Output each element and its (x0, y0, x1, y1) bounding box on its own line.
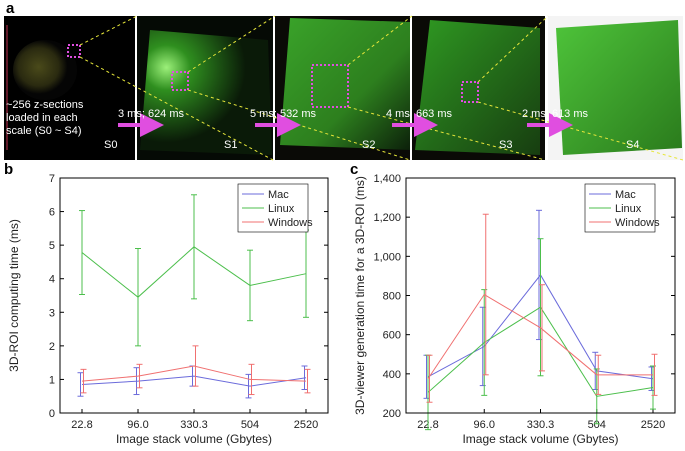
transition-label: 4 ms; 663 ms (386, 108, 453, 120)
volume (140, 30, 272, 155)
x-tick-label: 2520 (294, 419, 318, 431)
x-axis-label: Image stack volume (Gbytes) (462, 432, 618, 446)
panel-label: c (350, 161, 358, 178)
series-line (427, 293, 653, 380)
series-line (81, 375, 307, 387)
error-bar (77, 372, 84, 397)
image-strip (4, 15, 684, 161)
y-tick-label: 5 (49, 240, 55, 252)
panel-label: a (6, 0, 15, 17)
error-bar (651, 353, 658, 396)
y-tick-label: 3 (49, 307, 55, 319)
y-tick-label: 200 (383, 408, 401, 420)
error-bar (539, 284, 545, 372)
y-tick-label: 1,400 (373, 173, 401, 185)
panel-label: b (4, 161, 13, 178)
transition-label: 2 ms; 613 ms (522, 108, 589, 120)
error-bar (80, 368, 87, 394)
error-bar (79, 210, 85, 295)
y-tick-label: 400 (383, 369, 401, 381)
legend-label: Linux (268, 203, 295, 215)
scale-label: S4 (626, 139, 639, 151)
error-bar (304, 368, 311, 394)
zoom-box (171, 71, 189, 91)
error-bar (595, 354, 602, 395)
error-bar (426, 354, 433, 403)
legend-label: Linux (615, 203, 642, 215)
plot-frame (59, 177, 329, 414)
y-tick-label: 1 (49, 374, 55, 386)
x-tick-label: 96.0 (127, 419, 148, 431)
error-bar (301, 365, 308, 390)
y-tick-label: 600 (383, 330, 401, 342)
x-tick-label: 504 (241, 419, 259, 431)
y-tick-label: 6 (49, 207, 55, 219)
note: scale (S0 ~ S4) (6, 125, 82, 137)
note: ~256 z-sections (6, 99, 84, 111)
legend-label: Windows (268, 217, 313, 229)
scale-label: S2 (362, 139, 375, 151)
y-tick-label: 0 (49, 408, 55, 420)
error-bar (482, 213, 489, 376)
series-line (81, 365, 307, 382)
brain-slice (13, 40, 77, 100)
error-bar (192, 345, 199, 387)
legend-label: Windows (615, 217, 660, 229)
x-tick-label: 22.8 (71, 419, 92, 431)
error-bar (136, 363, 143, 389)
error-bar (537, 238, 544, 377)
scale-label: S3 (499, 139, 512, 151)
error-bar (536, 209, 542, 341)
x-tick-label: 504 (588, 419, 606, 431)
error-bar (481, 289, 488, 396)
transition-label: 5 ms; 532 ms (250, 108, 317, 120)
error-bar (248, 363, 255, 396)
error-bar (191, 194, 197, 300)
y-axis-label: 3D-viewer generation time for a 3D-ROI (… (353, 176, 367, 415)
error-bar (245, 373, 252, 399)
error-bar (133, 367, 140, 396)
y-tick-label: 2 (49, 341, 55, 353)
legend-label: Mac (615, 189, 636, 201)
scale-label: S1 (224, 139, 237, 151)
x-tick-label: 2520 (641, 419, 665, 431)
error-bar (135, 248, 141, 347)
volume (280, 18, 410, 150)
zoom-box (67, 44, 81, 58)
x-tick-label: 330.3 (527, 419, 555, 431)
y-tick-label: 1,000 (373, 251, 401, 263)
zoom-box (311, 64, 349, 108)
note: loaded in each (6, 112, 78, 124)
x-tick-label: 96.0 (474, 419, 495, 431)
volume (556, 20, 682, 155)
legend-label: Mac (268, 189, 289, 201)
plot-frame (405, 177, 676, 414)
x-axis-label: Image stack volume (Gbytes) (116, 432, 272, 446)
x-tick-label: 330.3 (180, 419, 208, 431)
y-tick-label: 800 (383, 291, 401, 303)
transition-label: 3 ms; 624 ms (118, 108, 185, 120)
scale-label: S0 (104, 139, 117, 151)
y-tick-label: 1,200 (373, 212, 401, 224)
zoom-box (461, 81, 479, 103)
y-tick-label: 7 (49, 173, 55, 185)
y-axis-label: 3D-ROI computing time (ms) (7, 219, 21, 372)
y-tick-label: 4 (49, 274, 55, 286)
error-bar (247, 249, 253, 322)
